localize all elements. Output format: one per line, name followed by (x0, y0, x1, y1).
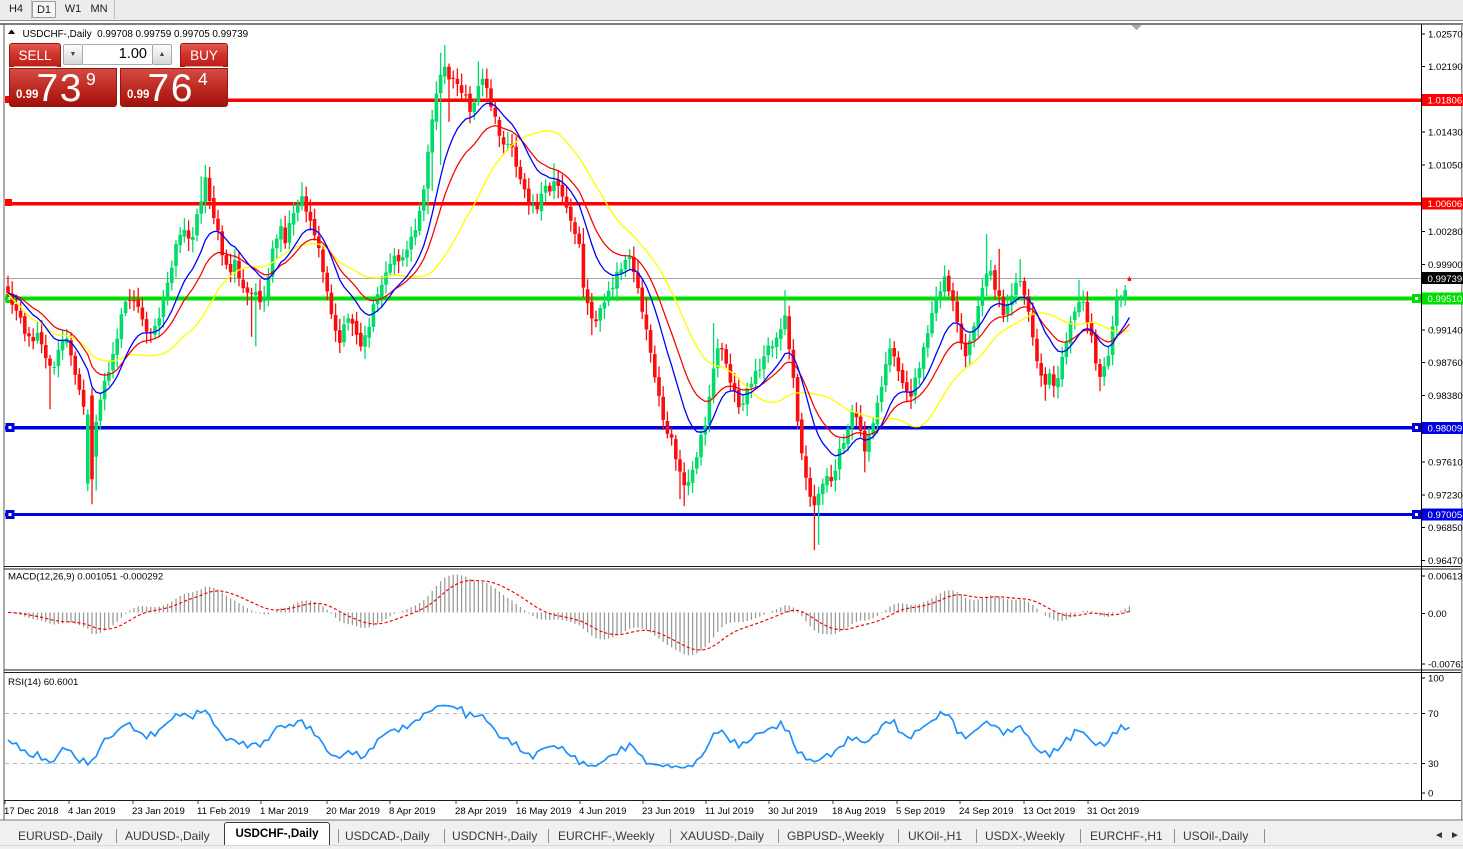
svg-text:0.99140: 0.99140 (1428, 325, 1463, 336)
svg-text:1.00606: 1.00606 (1428, 199, 1463, 210)
svg-text:0.98009: 0.98009 (1428, 423, 1463, 434)
svg-text:0.97230: 0.97230 (1428, 490, 1463, 501)
svg-text:20 Mar 2019: 20 Mar 2019 (326, 806, 380, 817)
svg-text:1.01050: 1.01050 (1428, 161, 1463, 172)
svg-text:1.00280: 1.00280 (1428, 227, 1463, 238)
svg-text:0.96470: 0.96470 (1428, 556, 1463, 567)
svg-text:0.98380: 0.98380 (1428, 391, 1463, 402)
svg-text:0.98760: 0.98760 (1428, 358, 1463, 369)
svg-text:100: 100 (1428, 674, 1444, 685)
svg-text:0.97610: 0.97610 (1428, 458, 1463, 469)
svg-text:0.97005: 0.97005 (1428, 510, 1463, 521)
svg-text:1 Mar 2019: 1 Mar 2019 (260, 806, 309, 817)
svg-text:-0.007612: -0.007612 (1428, 660, 1463, 671)
svg-text:MACD(12,26,9) 0.001051 -0.0002: MACD(12,26,9) 0.001051 -0.000292 (8, 572, 163, 583)
svg-text:11 Feb 2019: 11 Feb 2019 (197, 806, 250, 817)
svg-text:RSI(14) 60.6001: RSI(14) 60.6001 (8, 677, 78, 688)
svg-text:5 Sep 2019: 5 Sep 2019 (896, 806, 945, 817)
svg-text:0.00613: 0.00613 (1428, 572, 1463, 583)
svg-text:23 Jun 2019: 23 Jun 2019 (642, 806, 695, 817)
svg-text:17 Dec 2018: 17 Dec 2018 (4, 806, 58, 817)
svg-text:30 Jul 2019: 30 Jul 2019 (768, 806, 818, 817)
svg-text:0.99510: 0.99510 (1428, 294, 1463, 305)
svg-text:1.02570: 1.02570 (1428, 29, 1463, 40)
svg-text:4 Jan 2019: 4 Jan 2019 (68, 806, 115, 817)
svg-text:18 Aug 2019: 18 Aug 2019 (832, 806, 886, 817)
svg-text:24 Sep 2019: 24 Sep 2019 (959, 806, 1013, 817)
svg-text:11 Jul 2019: 11 Jul 2019 (705, 806, 754, 817)
svg-text:USDCHF-,Daily 0.99708 0.99759: USDCHF-,Daily 0.99708 0.99759 0.99705 0.… (23, 29, 249, 40)
svg-text:30: 30 (1428, 759, 1439, 770)
svg-text:28 Apr 2019: 28 Apr 2019 (455, 806, 507, 817)
svg-text:0.96850: 0.96850 (1428, 523, 1463, 534)
svg-text:16 May 2019: 16 May 2019 (516, 806, 571, 817)
svg-text:1.01430: 1.01430 (1428, 128, 1463, 139)
svg-text:1.02190: 1.02190 (1428, 62, 1463, 73)
svg-text:1.01806: 1.01806 (1428, 95, 1463, 106)
svg-text:31 Oct 2019: 31 Oct 2019 (1087, 806, 1139, 817)
svg-text:0.99739: 0.99739 (1428, 274, 1463, 285)
svg-text:70: 70 (1428, 709, 1439, 720)
svg-text:8 Apr 2019: 8 Apr 2019 (389, 806, 435, 817)
svg-text:4 Jun 2019: 4 Jun 2019 (579, 806, 626, 817)
svg-text:0.99900: 0.99900 (1428, 260, 1463, 271)
svg-text:13 Oct 2019: 13 Oct 2019 (1023, 806, 1075, 817)
svg-text:23 Jan 2019: 23 Jan 2019 (132, 806, 185, 817)
svg-text:0: 0 (1428, 789, 1433, 800)
svg-text:0.00: 0.00 (1428, 609, 1447, 620)
